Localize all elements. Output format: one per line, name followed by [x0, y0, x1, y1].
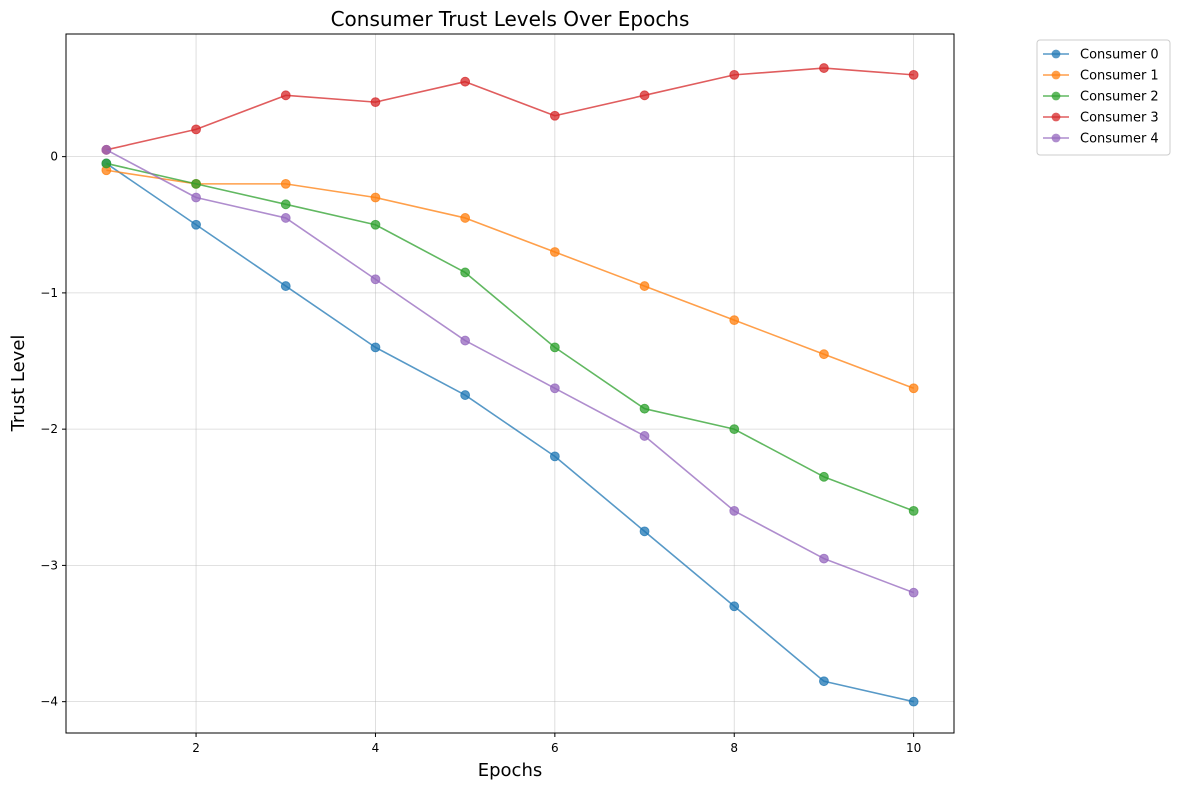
data-point: [460, 390, 471, 400]
data-point: [370, 342, 381, 353]
data-point: [639, 403, 650, 414]
legend-label: Consumer 2: [1080, 90, 1159, 105]
y-tick-label: −3: [40, 558, 58, 572]
data-point: [549, 110, 560, 121]
y-tick-label: 0: [50, 150, 58, 164]
legend-item: Consumer 3: [1043, 111, 1159, 126]
legend-frame: [1036, 39, 1171, 156]
grid: [66, 34, 954, 733]
legend-item: Consumer 4: [1043, 132, 1159, 147]
y-tick-label: −1: [40, 286, 58, 300]
data-point: [639, 526, 650, 537]
data-point: [729, 69, 740, 80]
data-point: [819, 676, 829, 687]
data-point: [280, 281, 291, 291]
legend: Consumer 0 Consumer 1 Consumer 2 Consumer 3…: [1036, 39, 1171, 156]
data-point: [908, 383, 919, 394]
data-point: [549, 247, 560, 257]
x-tick-label: 10: [906, 741, 921, 755]
x-tick-label: 4: [372, 741, 380, 755]
data-point: [729, 315, 740, 326]
legend-marker: [1051, 133, 1061, 143]
series-line: [105, 149, 914, 594]
series-line: [106, 67, 914, 151]
axis-ticks: 2 4 6 8 10 0 −1 −2 −3 −4: [40, 150, 921, 755]
data-point: [729, 601, 740, 612]
data-point: [191, 219, 201, 230]
data-point: [908, 506, 919, 516]
series-consumer-0: [101, 158, 919, 707]
data-point: [819, 471, 829, 482]
data-point: [639, 281, 650, 291]
data-point: [639, 431, 650, 441]
legend-item: Consumer 1: [1043, 69, 1159, 84]
legend-item: Consumer 0: [1043, 48, 1159, 63]
data-point: [370, 97, 381, 108]
series-line: [106, 162, 914, 512]
data-point: [729, 506, 740, 516]
legend-marker: [1051, 49, 1061, 59]
data-point: [280, 199, 291, 210]
x-tick-label: 2: [192, 741, 200, 755]
data-point: [729, 424, 740, 435]
x-tick-label: 6: [551, 741, 559, 755]
series-consumer-1: [101, 165, 919, 394]
x-tick-label: 8: [730, 741, 738, 755]
legend-label: Consumer 1: [1080, 69, 1159, 84]
series-line: [106, 169, 914, 390]
data-point: [101, 158, 112, 169]
chart-title: Consumer Trust Levels Over Epochs: [331, 7, 690, 31]
data-point: [191, 178, 201, 189]
series-consumer-4: [101, 144, 919, 598]
series-layer: [101, 63, 919, 707]
legend-marker: [1051, 70, 1061, 80]
y-axis-label: Trust Level: [8, 335, 29, 433]
legend-label: Consumer 0: [1080, 48, 1159, 63]
data-point: [819, 349, 829, 360]
data-point: [639, 90, 650, 101]
data-point: [370, 274, 381, 285]
data-point: [460, 335, 471, 346]
series-consumer-2: [101, 158, 919, 516]
plot-area-frame: [65, 33, 955, 734]
data-point: [549, 342, 560, 353]
data-point: [549, 451, 560, 462]
data-point: [280, 178, 291, 189]
legend-marker: [1051, 91, 1061, 101]
data-point: [460, 213, 471, 223]
data-point: [549, 383, 560, 394]
data-point: [280, 90, 291, 101]
data-point: [280, 213, 291, 223]
data-point: [460, 76, 471, 87]
data-point: [460, 267, 471, 278]
data-point: [908, 69, 919, 80]
legend-label: Consumer 4: [1080, 132, 1159, 147]
data-point: [370, 219, 381, 230]
y-tick-label: −4: [40, 695, 58, 709]
legend-item: Consumer 2: [1043, 90, 1159, 105]
x-axis-label: Epochs: [478, 760, 543, 781]
data-point: [191, 124, 201, 135]
data-point: [370, 192, 381, 203]
data-point: [191, 192, 201, 203]
data-point: [908, 696, 919, 707]
legend-marker: [1051, 112, 1061, 122]
y-tick-label: −2: [40, 422, 58, 436]
data-point: [819, 553, 829, 564]
data-point: [908, 587, 919, 598]
series-consumer-3: [101, 63, 919, 155]
data-point: [819, 63, 829, 73]
series-line: [105, 162, 914, 703]
legend-label: Consumer 3: [1080, 111, 1159, 126]
data-point: [101, 144, 112, 155]
